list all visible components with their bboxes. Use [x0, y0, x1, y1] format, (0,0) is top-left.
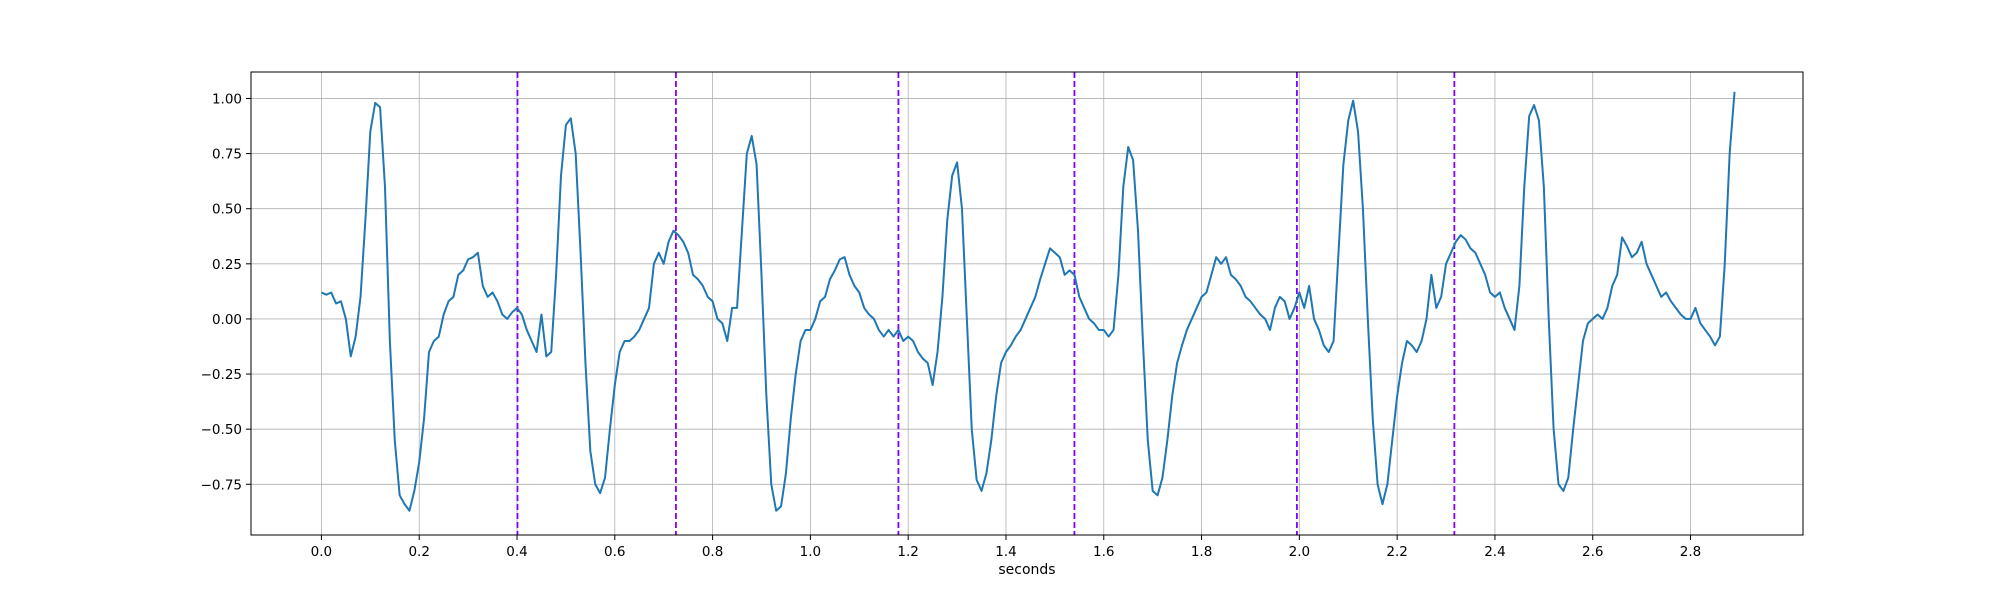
- x-tick-label: 1.2: [897, 544, 918, 560]
- x-tick-label: 2.6: [1582, 544, 1603, 560]
- x-tick-label: 1.0: [800, 544, 821, 560]
- y-tick-label: −0.25: [201, 367, 242, 383]
- x-tick-label: 1.6: [1093, 544, 1114, 560]
- y-tick-label: 0.25: [212, 257, 242, 273]
- x-tick-label: 0.4: [506, 544, 527, 560]
- y-tick-label: 0.50: [212, 202, 242, 218]
- grid: [251, 72, 1803, 535]
- y-tick-label: −0.75: [201, 477, 242, 493]
- x-tick-label: 2.8: [1680, 544, 1701, 560]
- y-tick-label: 1.00: [212, 91, 242, 107]
- x-tick-label: 0.2: [408, 544, 429, 560]
- marker-lines: [516, 72, 1456, 535]
- x-axis-label: seconds: [998, 562, 1055, 578]
- y-tick-label: −0.50: [201, 422, 242, 438]
- x-tick-label: 2.4: [1484, 544, 1505, 560]
- x-tick-label: 0.6: [604, 544, 625, 560]
- x-tick-label: 2.2: [1386, 544, 1407, 560]
- x-tick-label: 1.4: [995, 544, 1016, 560]
- y-tick-label: 0.75: [212, 147, 242, 163]
- x-tick-label: 0.0: [311, 544, 332, 560]
- y-tick-label: 0.00: [212, 312, 242, 328]
- x-tick-label: 0.8: [702, 544, 723, 560]
- series-line: [320, 91, 1736, 512]
- axes: [250, 71, 1804, 536]
- x-tick-label: 1.8: [1191, 544, 1212, 560]
- x-tick-label: 2.0: [1289, 544, 1310, 560]
- ticks: 0.0 0.2 0.4 0.6 0.8 1.0 1.2 1.4 1.6 1.8 2.0 2.2 2.4 2…: [201, 91, 1702, 560]
- series-layer: [320, 91, 1736, 512]
- plot-frame: [250, 71, 1804, 536]
